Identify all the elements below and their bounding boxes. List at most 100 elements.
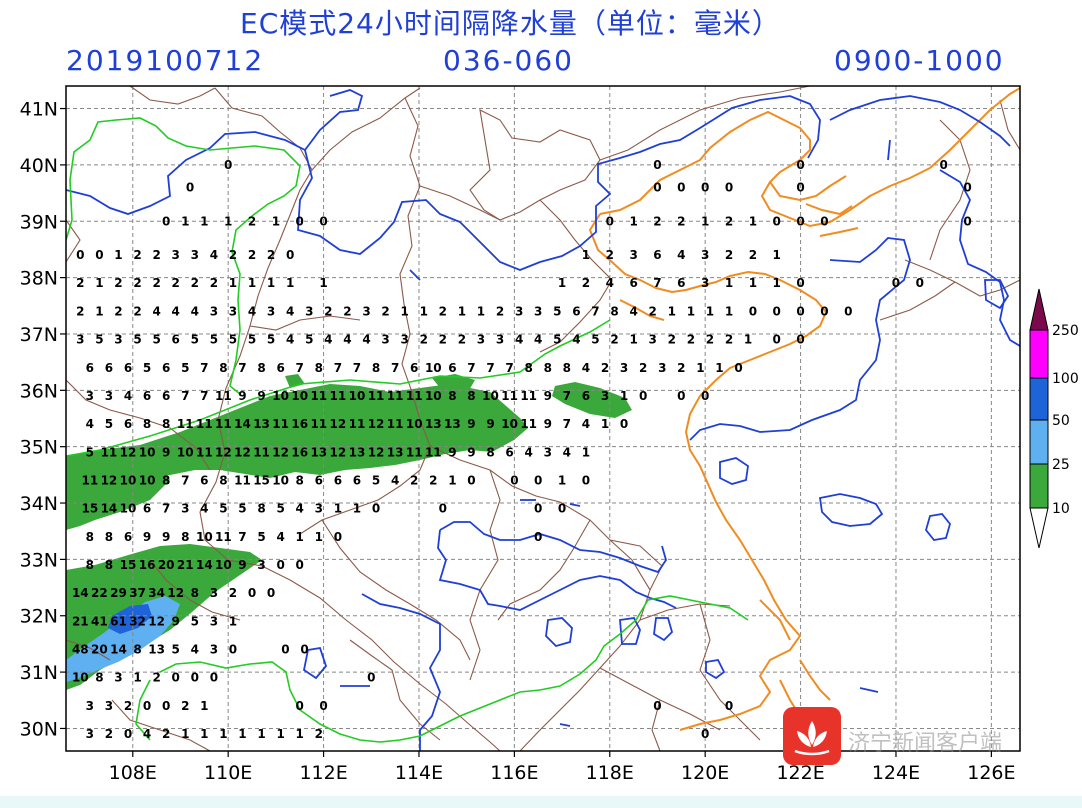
precip-value: 5 xyxy=(143,361,151,375)
precip-value: 7 xyxy=(181,473,189,487)
precip-value: 12 xyxy=(148,614,165,628)
precip-value: 4 xyxy=(143,727,151,741)
precip-value: 8 xyxy=(563,361,571,375)
precip-value: 9 xyxy=(172,614,180,628)
lon-tick-label: 122E xyxy=(776,762,824,784)
precip-value: 1 xyxy=(458,304,466,318)
precip-value: 2 xyxy=(267,248,275,262)
precip-value: 3 xyxy=(601,389,609,403)
precip-value: 2 xyxy=(248,248,256,262)
precip-value: 0 xyxy=(372,502,380,516)
precip-value: 3 xyxy=(305,304,313,318)
precip-value: 6 xyxy=(410,361,418,375)
precip-value: 1 xyxy=(715,361,723,375)
precip-value: 10 xyxy=(272,389,289,403)
precip-value: 32 xyxy=(129,614,146,628)
precip-value: 0 xyxy=(701,389,709,403)
precip-value: 8 xyxy=(86,558,94,572)
precip-value: 3 xyxy=(496,333,504,347)
precip-value: 16 xyxy=(291,417,308,431)
precip-value: 11 xyxy=(310,389,327,403)
precip-value: 1 xyxy=(706,304,714,318)
precip-value: 0 xyxy=(300,643,308,657)
precip-value: 0 xyxy=(162,699,170,713)
precip-value: 3 xyxy=(105,699,113,713)
precip-value: 9 xyxy=(238,558,246,572)
precip-value: 2 xyxy=(496,304,504,318)
lat-tick-label: 32N xyxy=(20,606,58,628)
precip-value: 61 xyxy=(110,614,127,628)
precip-value: 8 xyxy=(315,361,323,375)
lon-tick-label: 118E xyxy=(586,762,634,784)
precip-value: 2 xyxy=(210,276,218,290)
precip-value: 7 xyxy=(238,361,246,375)
precip-value: 1 xyxy=(200,727,208,741)
precip-value: 11 xyxy=(234,473,251,487)
precip-value: 11 xyxy=(406,445,423,459)
precip-value: 5 xyxy=(133,333,141,347)
precip-value: 3 xyxy=(267,304,275,318)
precip-value: 3 xyxy=(477,333,485,347)
precip-value: 7 xyxy=(181,389,189,403)
precip-value: 5 xyxy=(210,333,218,347)
precip-value: 2 xyxy=(152,671,160,685)
precip-value: 1 xyxy=(95,276,103,290)
precip-value: 21 xyxy=(72,614,89,628)
lon-tick-label: 112E xyxy=(299,762,347,784)
precip-value: 2 xyxy=(105,727,113,741)
lat-tick-label: 41N xyxy=(20,99,58,121)
precip-value: 1 xyxy=(229,614,237,628)
precip-value: 11 xyxy=(387,389,404,403)
precip-value: 7 xyxy=(486,361,494,375)
precip-value: 14 xyxy=(196,558,213,572)
precip-value: 1 xyxy=(696,361,704,375)
precip-value: 2 xyxy=(114,304,122,318)
precip-value: 6 xyxy=(86,361,94,375)
precip-value: 1 xyxy=(629,333,637,347)
precip-value: 13 xyxy=(425,417,442,431)
precip-value: 8 xyxy=(105,530,113,544)
precip-value: 0 xyxy=(248,586,256,600)
precip-value: 1 xyxy=(267,276,275,290)
precip-value: 1 xyxy=(582,248,590,262)
precip-value: 1 xyxy=(629,214,637,228)
precip-value: 3 xyxy=(257,558,265,572)
precip-value: 0 xyxy=(281,643,289,657)
precip-value: 6 xyxy=(334,473,342,487)
precip-value: 1 xyxy=(448,473,456,487)
precip-value: 1 xyxy=(219,727,227,741)
precip-value: 1 xyxy=(296,530,304,544)
precip-value: 7 xyxy=(200,389,208,403)
precip-value: 3 xyxy=(76,333,84,347)
precip-value: 0 xyxy=(796,158,804,172)
precip-value: 3 xyxy=(181,502,189,516)
precip-value: 0 xyxy=(172,671,180,685)
precip-value: 3 xyxy=(315,502,323,516)
precip-value: 5 xyxy=(229,333,237,347)
precip-value: 3 xyxy=(362,304,370,318)
lon-tick-label: 108E xyxy=(109,762,157,784)
precip-value: 0 xyxy=(844,304,852,318)
precip-value: 0 xyxy=(224,158,232,172)
precip-value: 12 xyxy=(330,417,347,431)
precip-value: 13 xyxy=(444,417,461,431)
precip-value: 6 xyxy=(353,473,361,487)
legend-swatch xyxy=(1029,329,1049,379)
precip-value: 0 xyxy=(186,180,194,194)
precip-value: 1 xyxy=(582,445,590,459)
precip-value: 0 xyxy=(191,671,199,685)
precip-value: 6 xyxy=(276,361,284,375)
precip-value: 5 xyxy=(305,333,313,347)
precip-value: 1 xyxy=(95,304,103,318)
precip-value: 0 xyxy=(940,158,948,172)
precip-value: 1 xyxy=(773,248,781,262)
precip-value: 6 xyxy=(315,473,323,487)
rain-fill-50mm xyxy=(108,604,152,634)
precip-value: 1 xyxy=(687,304,695,318)
precip-value: 3 xyxy=(114,333,122,347)
legend-swatch xyxy=(1029,377,1049,421)
precip-value: 1 xyxy=(400,304,408,318)
precip-value: 0 xyxy=(296,214,304,228)
precip-value: 4 xyxy=(124,389,132,403)
